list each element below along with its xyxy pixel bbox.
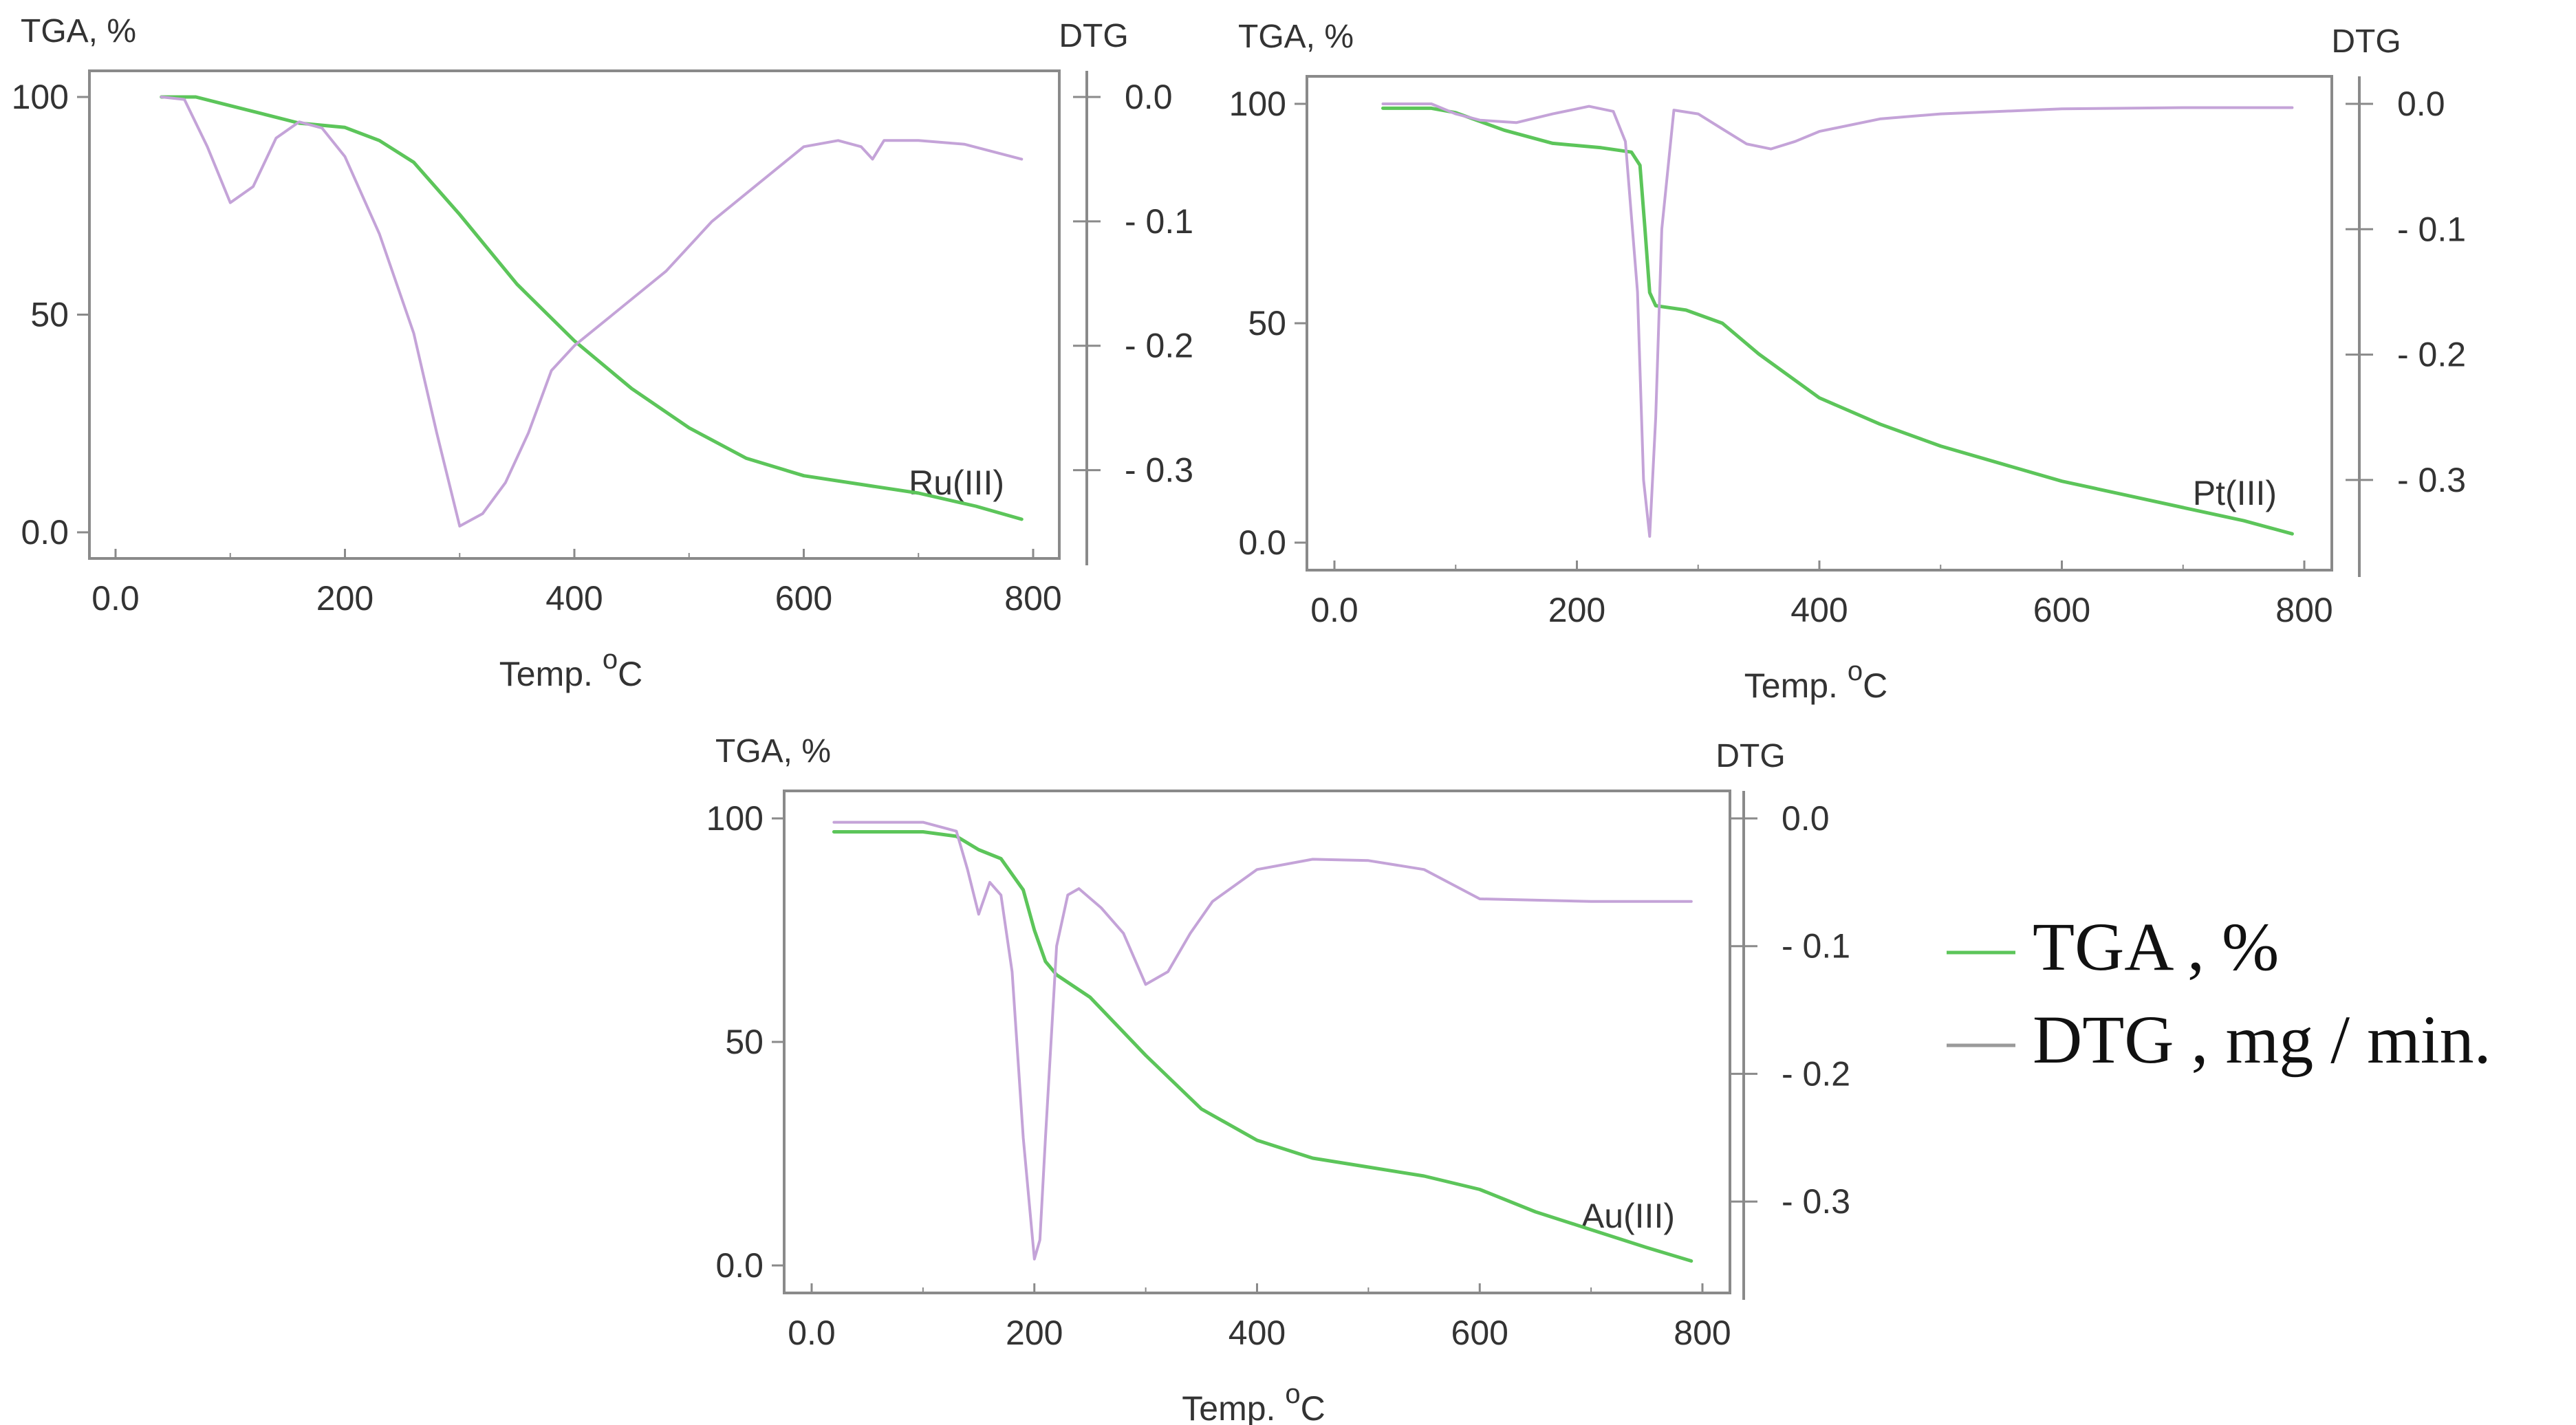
tga-curve — [1381, 106, 2294, 536]
y-left-axis-title: TGA, % — [715, 733, 831, 770]
y-right-tick-label: - 0.3 — [2397, 461, 2466, 499]
y-left-axis-title: TGA, % — [1238, 19, 1354, 55]
y-right-tick-label: 0.0 — [1125, 78, 1173, 116]
y-left-tick-label: 50 — [30, 296, 69, 334]
legend-tga-label: TGA , % — [2033, 909, 2279, 985]
x-tick-label: 400 — [1229, 1314, 1286, 1352]
y-right-tick-label: - 0.3 — [1125, 451, 1193, 490]
chart-1: 0.0 200 400 600 800 100 50 0.0 0.0 - 0.1 - 0.2 - 0.… — [12, 13, 1194, 693]
x-tick-label: 600 — [775, 579, 832, 618]
y-left-tick-label: 50 — [725, 1023, 764, 1061]
x-tick-label: 200 — [1548, 591, 1605, 629]
x-axis-title: Temp. oC — [499, 644, 642, 693]
y-right-axis-title: DTG — [1715, 738, 1785, 774]
y-right-tick-label: - 0.1 — [2397, 210, 2466, 248]
x-tick-label: 0.0 — [788, 1314, 836, 1352]
y-left-tick-label: 50 — [1248, 304, 1286, 342]
y-left-tick-label: 0.0 — [1238, 523, 1286, 562]
x-tick-label: 0.0 — [1310, 591, 1359, 629]
dtg-curve — [160, 96, 1024, 527]
x-tick-label: 800 — [1674, 1314, 1731, 1352]
y-right-tick-label: - 0.2 — [1125, 327, 1193, 365]
y-right-tick-label: - 0.1 — [1782, 927, 1850, 966]
x-tick-label: 400 — [1790, 591, 1848, 629]
sample-label: Ru(III) — [909, 464, 1004, 502]
legend-dtg-label: DTG , mg / min. — [2033, 1001, 2491, 1078]
x-tick-label: 200 — [1006, 1314, 1063, 1352]
dtg-curve — [832, 820, 1693, 1261]
y-left-axis-title: TGA, % — [21, 13, 136, 50]
y-left-tick-label: 0.0 — [715, 1246, 764, 1285]
x-tick-label: 800 — [2275, 591, 2333, 629]
y-left-tick-label: 100 — [12, 78, 69, 116]
x-tick-label: 600 — [2033, 591, 2090, 629]
sample-label: Au(III) — [1581, 1197, 1675, 1235]
y-right-tick-label: - 0.2 — [1782, 1054, 1850, 1093]
legend: TGA , % DTG , mg / min. — [1947, 909, 2491, 1078]
sample-label: Pt(III) — [2193, 474, 2277, 512]
y-right-tick-label: 0.0 — [2397, 85, 2445, 123]
x-tick-label: 600 — [1451, 1314, 1508, 1352]
x-tick-label: 400 — [545, 579, 603, 618]
y-left-tick-label: 100 — [706, 799, 764, 838]
x-tick-label: 200 — [316, 579, 374, 618]
y-right-tick-label: - 0.2 — [2397, 336, 2466, 374]
tga-curve — [832, 830, 1693, 1263]
dtg-curve — [1381, 102, 2294, 538]
y-left-tick-label: 0.0 — [21, 513, 69, 552]
x-axis-title: Temp. oC — [1182, 1379, 1325, 1425]
y-left-tick-label: 100 — [1229, 85, 1286, 123]
x-tick-label: 800 — [1004, 579, 1061, 618]
x-tick-label: 0.0 — [91, 579, 140, 618]
x-axis-title: Temp. oC — [1744, 656, 1887, 705]
y-right-tick-label: - 0.1 — [1125, 202, 1193, 241]
chart-2: 0.0 200 400 600 800 100 50 0.0 0.0 - 0.1 - 0.2 - 0.… — [1229, 19, 2467, 705]
plot-frame — [1306, 75, 2333, 572]
y-right-tick-label: - 0.3 — [1782, 1182, 1850, 1221]
tga-curve — [160, 95, 1024, 521]
y-right-axis-title: DTG — [1059, 18, 1128, 54]
y-right-tick-label: 0.0 — [1782, 799, 1830, 838]
y-right-axis-title: DTG — [2331, 23, 2401, 60]
chart-3: 0.0 200 400 600 800 100 50 0.0 0.0 - 0.1 - 0.2 - 0.… — [706, 733, 1851, 1425]
